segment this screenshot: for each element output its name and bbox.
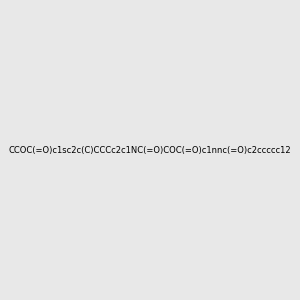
Text: CCOC(=O)c1sc2c(C)CCCc2c1NC(=O)COC(=O)c1nnc(=O)c2ccccc12: CCOC(=O)c1sc2c(C)CCCc2c1NC(=O)COC(=O)c1n…: [9, 146, 291, 154]
